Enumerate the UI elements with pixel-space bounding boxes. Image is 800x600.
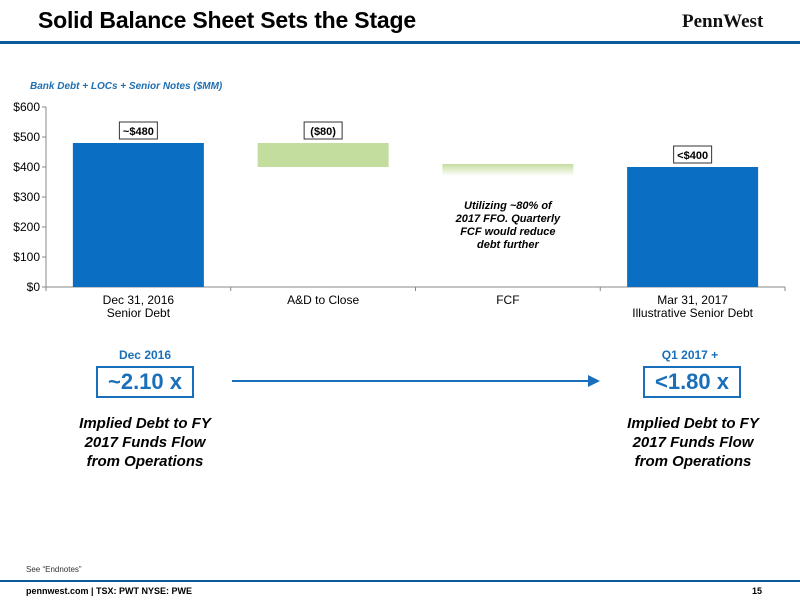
company-logo: PennWest [682, 11, 764, 32]
left-ratio-period: Dec 2016 [118, 348, 172, 362]
arrow-right-icon [232, 375, 600, 387]
x-tick-label: Senior Debt [107, 306, 171, 320]
right-ratio-description: Implied Debt to FY 2017 Funds Flow from … [627, 415, 759, 470]
x-tick-label: Illustrative Senior Debt [632, 306, 753, 320]
y-tick-label: $100 [13, 250, 40, 264]
y-tick-label: $200 [13, 220, 40, 234]
chart-annotation: 2017 FFO. Quarterly [455, 213, 561, 225]
chart-annotation: debt further [477, 239, 539, 251]
y-tick-label: $0 [27, 280, 41, 294]
bar-3 [442, 164, 574, 176]
data-label-box [303, 121, 343, 140]
y-tick-label: $400 [13, 160, 40, 174]
y-tick-label: $300 [13, 190, 40, 204]
right-ratio-value: <1.80 x [643, 366, 741, 398]
bar-2 [257, 143, 389, 167]
data-label-box [673, 145, 713, 164]
x-tick-label: Dec 31, 2016 [103, 293, 175, 307]
left-ratio-description: Implied Debt to FY 2017 Funds Flow from … [79, 415, 211, 470]
right-ratio-period: Q1 2017 + [661, 348, 719, 362]
x-tick-label: A&D to Close [287, 293, 359, 307]
title-divider [0, 41, 800, 44]
y-tick-label: $600 [13, 100, 40, 114]
x-tick-label: FCF [496, 293, 519, 307]
footer-divider [0, 580, 800, 582]
data-label: ($80) [310, 126, 336, 138]
x-tick-label: Mar 31, 2017 [657, 293, 728, 307]
data-label-box [118, 121, 158, 140]
chart-subtitle: Bank Debt + LOCs + Senior Notes ($MM) [30, 81, 223, 92]
endnotes-reference: See “Endnotes” [26, 565, 82, 574]
footer-text: pennwest.com | TSX: PWT NYSE: PWE [26, 586, 193, 596]
y-tick-label: $500 [13, 130, 40, 144]
data-label: <$400 [677, 150, 708, 162]
bar-4 [627, 167, 759, 287]
chart-annotation: Utilizing ~80% of [464, 200, 553, 212]
chart-annotation: FCF would reduce [460, 226, 555, 238]
debt-waterfall-chart: $0 $100 $200 $300 $400 $500 $600 Dec 31, 2016Se… [13, 100, 786, 320]
left-ratio-value: ~2.10 x [96, 366, 194, 398]
bar-1 [72, 143, 204, 287]
page-title: Solid Balance Sheet Sets the Stage [38, 7, 416, 33]
page-number: 15 [751, 586, 762, 596]
data-label: ~$480 [123, 126, 154, 138]
